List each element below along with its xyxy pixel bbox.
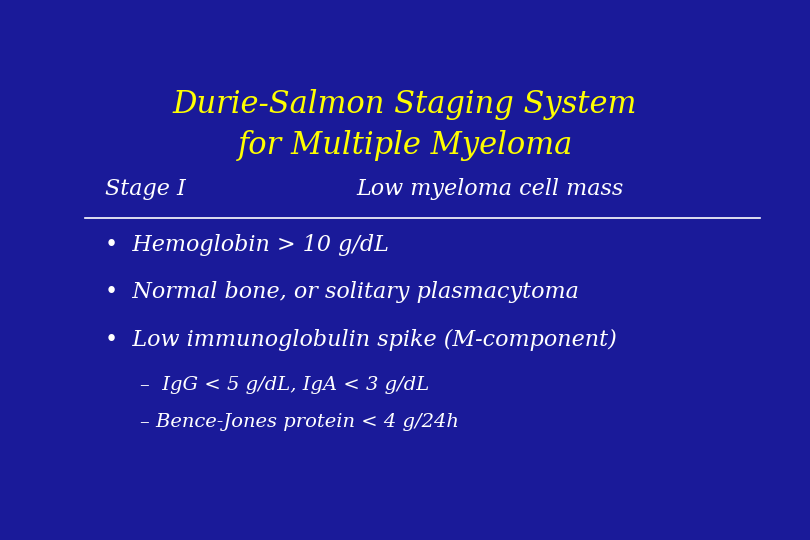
Text: •  Low immunoglobulin spike (M-component): • Low immunoglobulin spike (M-component): [105, 329, 616, 351]
Text: •  Normal bone, or solitary plasmacytoma: • Normal bone, or solitary plasmacytoma: [105, 281, 579, 303]
Text: –  IgG < 5 g/dL, IgA < 3 g/dL: – IgG < 5 g/dL, IgA < 3 g/dL: [140, 376, 429, 394]
Text: Durie-Salmon Staging System
for Multiple Myeloma: Durie-Salmon Staging System for Multiple…: [173, 89, 637, 161]
Text: Low myeloma cell mass: Low myeloma cell mass: [356, 178, 624, 200]
Text: Stage I: Stage I: [105, 178, 185, 200]
Text: – Bence-Jones protein < 4 g/24h: – Bence-Jones protein < 4 g/24h: [140, 413, 459, 431]
Text: •  Hemoglobin > 10 g/dL: • Hemoglobin > 10 g/dL: [105, 234, 389, 256]
